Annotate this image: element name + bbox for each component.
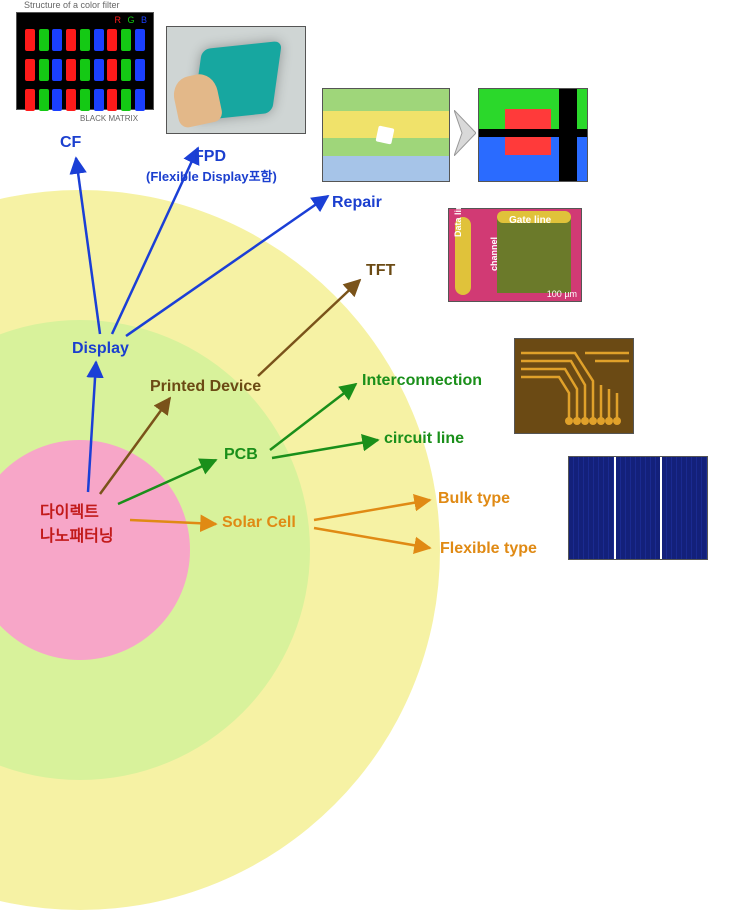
repair-thumb-left [322, 88, 450, 182]
cf-label: CF [60, 134, 81, 152]
interconnect-label: Interconnection [362, 372, 482, 390]
tft-label: TFT [366, 262, 395, 280]
cf-thumb: R G B [16, 12, 154, 110]
bulk-label: Bulk type [438, 490, 510, 508]
fpd-thumb [166, 26, 306, 134]
pcb-label: PCB [224, 446, 258, 464]
repair-thumb-right [478, 88, 588, 182]
cf-black-matrix-label: BLACK MATRIX [80, 114, 138, 123]
flex-label: Flexible type [440, 540, 537, 558]
fpd-sub-label: (Flexible Display포함) [146, 166, 277, 185]
tft-thumb: Gate line Data line channel 100 µm [448, 208, 582, 302]
cf-thumb-title: Structure of a color filter [24, 0, 120, 10]
pcb-thumb [514, 338, 634, 434]
fpd-label: FPD [194, 148, 226, 166]
printed-label: Printed Device [150, 378, 261, 396]
solar-thumb [568, 456, 708, 560]
display-label: Display [72, 340, 129, 358]
root-label: 다이렉트 나노패터닝 [40, 498, 114, 546]
repair-label: Repair [332, 194, 382, 212]
solar-label: Solar Cell [222, 514, 296, 532]
repair-arrow-icon [454, 110, 476, 156]
circuit-label: circuit line [384, 430, 464, 448]
